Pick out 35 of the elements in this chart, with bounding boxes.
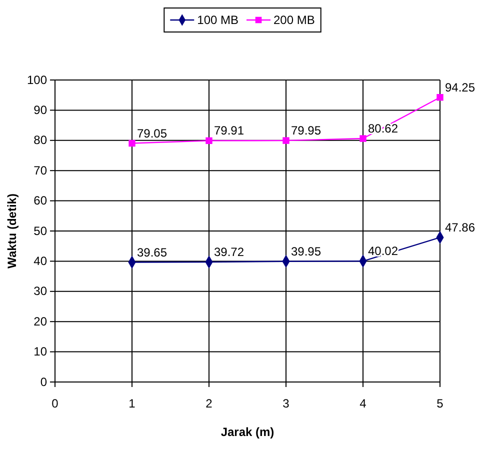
- point: [436, 94, 444, 101]
- y-tick-label: 60: [34, 194, 48, 208]
- x-tick-label: 5: [436, 396, 444, 411]
- data-label: 39.65: [137, 245, 168, 260]
- y-tick-label: 20: [34, 314, 48, 328]
- y-tick-label: 70: [34, 163, 48, 178]
- x-tick-label: 2: [206, 396, 213, 411]
- x-axis-title: Jarak (m): [220, 425, 274, 439]
- point: [206, 137, 212, 144]
- x-tick-label: 3: [282, 396, 290, 411]
- data-label: 39.95: [291, 244, 322, 258]
- data-label: 94.25: [445, 80, 476, 94]
- x-tick-label: 0: [52, 396, 59, 411]
- legend-label: 200 MB: [274, 13, 315, 27]
- legend-label: 100 MB: [197, 13, 238, 27]
- point: [128, 140, 136, 147]
- data-label: 47.86: [445, 220, 476, 234]
- y-tick-label: 50: [34, 224, 48, 238]
- point: [282, 137, 290, 144]
- data-label: 79.95: [291, 124, 322, 138]
- y-tick-label: 10: [34, 344, 48, 359]
- y-axis-title: Waktu (detik): [5, 194, 19, 268]
- x-tick-label: 1: [128, 396, 136, 411]
- y-tick-label: 100: [26, 72, 48, 87]
- data-label: 79.91: [214, 124, 244, 138]
- y-tick-label: 40: [34, 254, 48, 268]
- data-label: 40.02: [368, 244, 398, 258]
- y-tick-label: 0: [40, 374, 48, 389]
- point: [360, 135, 366, 142]
- y-tick-label: 30: [34, 284, 48, 298]
- y-tick-label: 90: [34, 103, 48, 118]
- data-label: 79.05: [137, 126, 168, 140]
- data-label: 39.72: [214, 245, 244, 260]
- x-tick-label: 4: [360, 396, 367, 411]
- y-tick-label: 80: [34, 133, 48, 148]
